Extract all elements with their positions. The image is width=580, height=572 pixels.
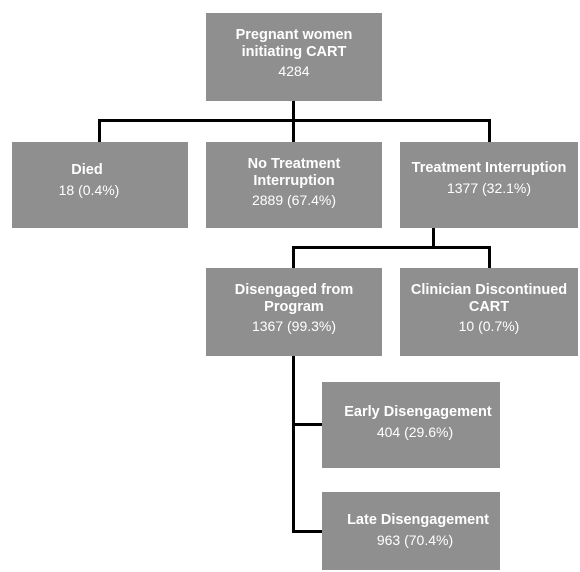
box-clinician-discontinued: Clinician Discontinued CART 10 (0.7%): [400, 268, 578, 356]
box-title: initiating CART: [241, 43, 347, 60]
box-title: No Treatment: [247, 156, 341, 172]
connector-dis-drop: [292, 246, 295, 268]
box-value: 18 (0.4%): [58, 181, 120, 198]
box-pregnant-women: Pregnant women initiating CART 4284: [206, 13, 382, 101]
box-value: 404 (29.6%): [376, 423, 454, 440]
box-title: CART: [468, 298, 510, 315]
box-value: 963 (70.4%): [376, 531, 454, 548]
connector-noti-drop: [292, 119, 295, 142]
box-title: Early Disengagement: [344, 404, 492, 420]
box-title: Treatment Interruption: [411, 160, 567, 176]
box-late-disengagement: Late Disengagement 963 (70.4%): [322, 492, 500, 570]
box-title: Late Disengagement: [347, 512, 489, 528]
box-title: Pregnant women: [235, 27, 353, 43]
box-title: Interruption: [253, 172, 335, 189]
connector-early-branch: [292, 423, 322, 426]
connector-died-drop: [98, 119, 101, 142]
box-title: Program: [264, 298, 324, 315]
box-no-treatment-interruption: No Treatment Interruption 2889 (67.4%): [206, 142, 382, 228]
box-value: 4284: [278, 63, 310, 80]
box-value: 2889 (67.4%): [251, 192, 337, 209]
box-value: 1377 (32.1%): [446, 179, 532, 196]
connector-ti-stem: [432, 228, 435, 248]
connector-root-stem: [292, 101, 295, 121]
connector-late-branch: [292, 530, 322, 533]
connector-ti-drop: [488, 119, 491, 142]
box-value: 1367 (99.3%): [251, 318, 337, 335]
box-value: 10 (0.7%): [458, 318, 520, 335]
box-died: Died 18 (0.4%): [12, 142, 188, 228]
connector-level2-bar: [292, 246, 491, 249]
box-title: Disengaged from: [234, 282, 354, 298]
connector-clin-drop: [488, 246, 491, 268]
connector-dis-vertical: [292, 356, 295, 533]
box-early-disengagement: Early Disengagement 404 (29.6%): [322, 382, 500, 468]
box-title: Clinician Discontinued: [410, 282, 568, 298]
box-treatment-interruption: Treatment Interruption 1377 (32.1%): [400, 142, 578, 228]
box-title: Died: [71, 162, 103, 178]
box-disengaged-from-program: Disengaged from Program 1367 (99.3%): [206, 268, 382, 356]
